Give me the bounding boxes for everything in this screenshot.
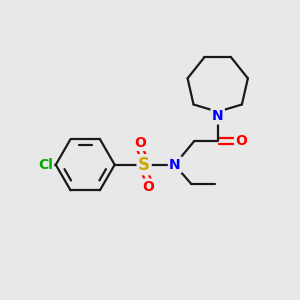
Text: N: N [169,158,181,172]
Text: O: O [134,136,146,150]
Text: S: S [138,156,150,174]
Text: Cl: Cl [38,158,53,172]
Text: O: O [235,134,247,148]
Text: N: N [212,109,224,123]
Text: O: O [142,180,154,194]
